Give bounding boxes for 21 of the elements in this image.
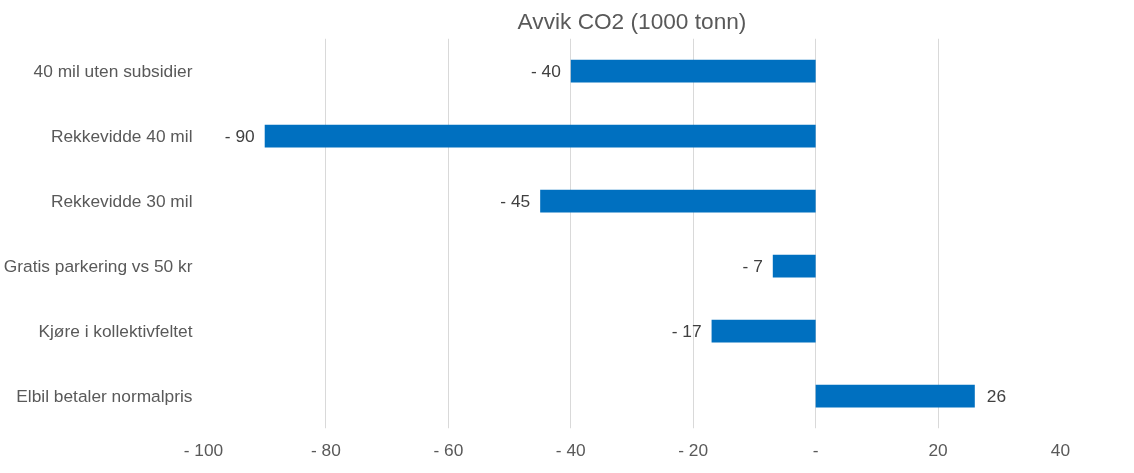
data-label: - 7 <box>742 256 763 276</box>
x-tick-label: - <box>812 439 819 460</box>
x-tick-label: 40 <box>1050 439 1071 460</box>
y-tick-label: Kjøre i kollektivfeltet <box>38 321 193 341</box>
x-tick-label: - 20 <box>678 439 709 460</box>
y-tick-label: Gratis parkering vs 50 kr <box>3 256 193 276</box>
x-tick-label: - 80 <box>311 439 341 460</box>
y-tick-label: Elbil betaler normalpris <box>16 386 193 406</box>
y-tick-label: 40 mil uten subsidier <box>33 61 193 81</box>
x-tick-label: 20 <box>928 439 948 460</box>
x-tick-label: - 60 <box>433 439 464 460</box>
data-label: - 40 <box>530 61 561 81</box>
data-label: - 17 <box>671 321 702 341</box>
data-label: 26 <box>986 386 1007 406</box>
x-tick-label: - 40 <box>555 439 586 460</box>
data-label: - 90 <box>224 126 255 146</box>
y-tick-label: Rekkevidde 40 mil <box>50 126 193 146</box>
chart-title: Avvik CO2 (1000 tonn) <box>517 7 747 34</box>
x-tick-label: - 100 <box>183 439 224 460</box>
y-tick-label: Rekkevidde 30 mil <box>50 191 193 211</box>
data-label: - 45 <box>500 191 531 211</box>
